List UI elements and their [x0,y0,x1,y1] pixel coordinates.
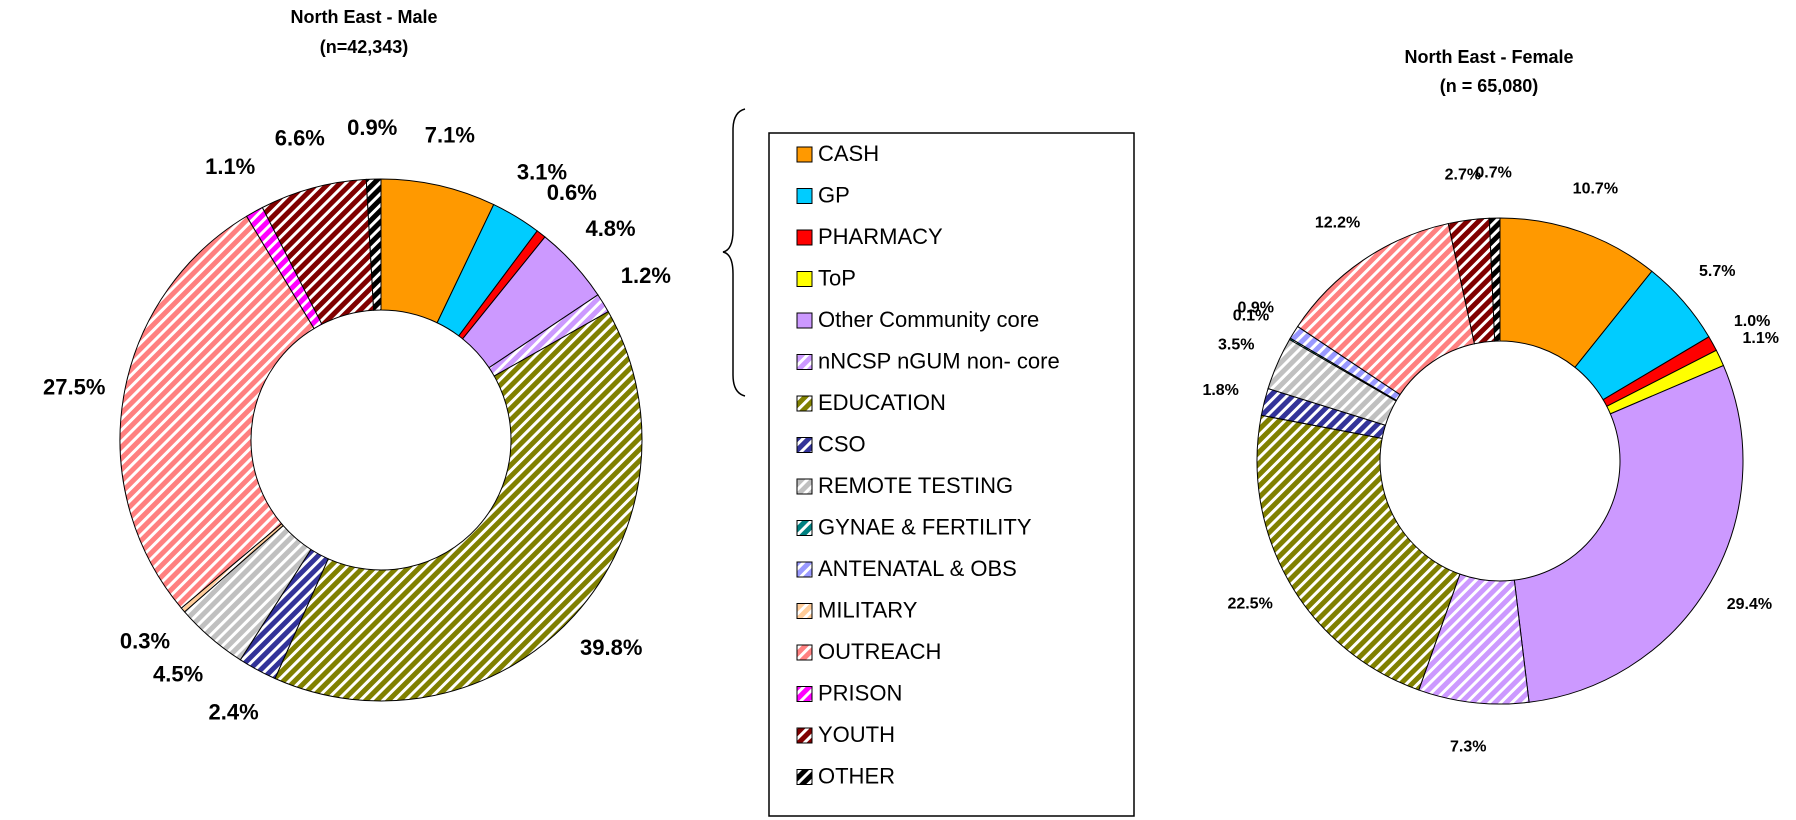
data-label: 1.8% [1202,382,1238,399]
chart-title: North East - Male [290,7,437,27]
legend-swatch [796,312,813,329]
legend-swatch [796,395,813,412]
data-label: 0.1% [1233,307,1269,324]
data-label: 7.3% [1450,738,1486,755]
legend-label: MILITARY [818,597,918,622]
legend-swatch [796,561,813,578]
data-label: 5.7% [1699,263,1735,280]
legend-label: GYNAE & FERTILITY [818,514,1032,539]
pie-slice [1488,217,1501,342]
legend-swatch [796,520,813,536]
legend-label: EDUCATION [818,390,946,415]
data-label: 0.6% [547,180,597,205]
legend-label: REMOTE TESTING [818,473,1013,498]
legend-swatch [796,727,813,744]
legend-label: PRISON [818,680,902,705]
pie-slice [1513,364,1744,703]
data-label: 6.6% [275,126,325,151]
legend-label: OTHER [818,763,895,788]
chart-subtitle: (n = 65,080) [1440,76,1539,96]
legend-label: CSO [818,431,866,456]
data-label: 12.2% [1315,214,1360,231]
data-label: 1.2% [621,263,671,288]
data-label: 7.1% [425,123,475,148]
data-label: 10.7% [1573,180,1618,197]
data-label: 1.0% [1734,313,1770,330]
legend-swatch [796,603,813,619]
data-label: 2.4% [209,700,259,725]
data-label: 29.4% [1727,596,1772,613]
legend-label: nNCSP nGUM non- core [818,348,1060,373]
data-label: 1.1% [205,154,255,179]
brace [722,108,746,397]
chart-subtitle: (n=42,343) [320,37,409,57]
data-label: 27.5% [43,375,105,400]
data-label: 39.8% [580,635,642,660]
data-label: 22.5% [1227,595,1272,612]
data-label: 3.5% [1218,337,1254,354]
legend-swatch [796,146,813,163]
legend-swatch [796,644,813,661]
legend-label: PHARMACY [818,224,943,249]
data-label: 3.1% [517,160,567,185]
chart-title: North East - Female [1404,47,1573,67]
data-label: 1.1% [1743,330,1779,347]
data-label: 0.3% [120,628,170,653]
legend-swatch [796,478,813,495]
data-label: 4.5% [153,662,203,687]
pie-slice [1256,414,1461,691]
legend-label: GP [818,182,850,207]
data-label: 0.9% [1237,300,1273,317]
data-label: 2.7% [1445,167,1481,184]
legend-swatch [796,769,813,785]
legend-swatch [796,188,813,204]
legend-swatch [796,229,813,246]
data-label: 0.9% [347,115,397,140]
pie-slice [119,215,315,609]
legend-swatch [796,271,813,287]
data-label: 4.8% [585,216,635,241]
legend-swatch [796,354,813,370]
pie-slice [274,310,643,702]
pie-slice [365,178,382,311]
legend-swatch [796,686,813,702]
legend-label: ToP [818,265,856,290]
legend-label: CASH [818,141,879,166]
data-label: 0.7% [1475,164,1511,181]
legend-box [768,132,1135,817]
legend-label: OUTREACH [818,639,941,664]
legend-swatch [796,437,813,453]
legend-label: YOUTH [818,722,895,747]
legend-label: ANTENATAL & OBS [818,556,1017,581]
legend-label: Other Community core [818,307,1039,332]
